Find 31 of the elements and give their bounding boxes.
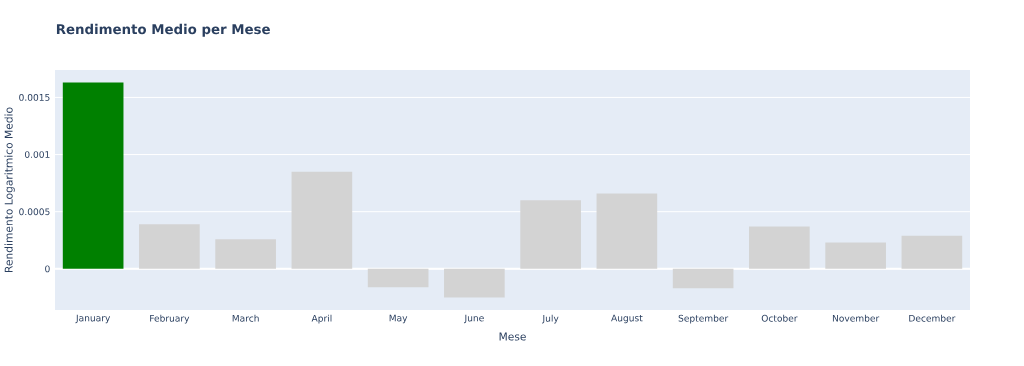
bar	[139, 224, 200, 269]
bar	[291, 171, 353, 269]
x-tick-label: November	[832, 314, 880, 322]
bar	[62, 82, 124, 269]
x-tick-label: December	[909, 314, 956, 322]
x-tick-label: October	[761, 314, 798, 322]
bar	[825, 242, 886, 269]
x-tick-label: June	[464, 314, 484, 324]
x-tick-label: March	[232, 314, 259, 322]
y-tick-label: 0.0015	[19, 93, 50, 101]
bar	[901, 235, 963, 269]
y-tick-label: 0.001	[24, 151, 50, 158]
x-tick-label: July	[542, 314, 559, 324]
bar	[367, 268, 429, 288]
x-tick-label: January	[75, 314, 111, 324]
y-tick-label: 0.0005	[19, 208, 50, 216]
bar	[672, 268, 734, 289]
bar	[596, 193, 658, 269]
bar	[444, 268, 505, 298]
bar	[520, 200, 581, 269]
bar	[215, 239, 276, 269]
x-tick-label: February	[150, 314, 190, 324]
bar	[749, 226, 810, 269]
chart-title: Rendimento Medio per Mese	[56, 23, 270, 37]
x-axis-title: Mese	[499, 332, 526, 341]
x-tick-label: September	[678, 314, 729, 324]
y-tick-label: 0	[45, 265, 50, 273]
y-axis-title: Rendimento Logaritmico Medio	[4, 107, 15, 272]
x-tick-label: April	[311, 314, 332, 324]
x-tick-label: August	[611, 314, 643, 324]
x-tick-label: May	[389, 314, 408, 324]
